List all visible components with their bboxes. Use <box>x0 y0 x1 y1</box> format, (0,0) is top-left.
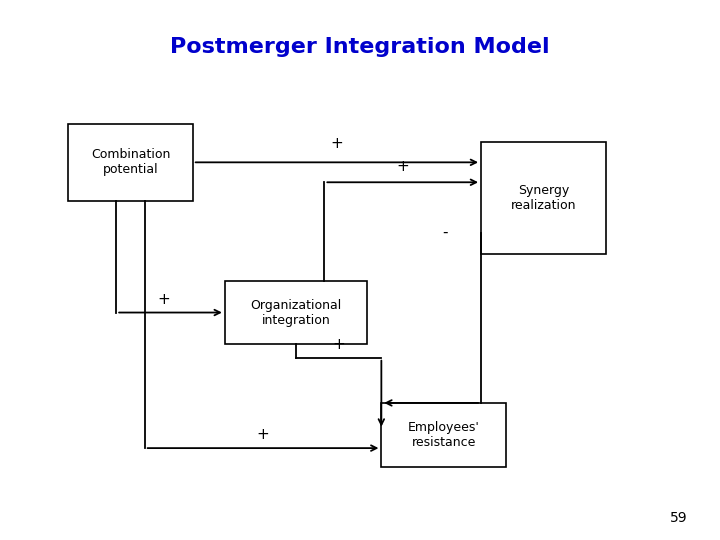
Text: +: + <box>157 292 170 307</box>
FancyBboxPatch shape <box>68 124 193 201</box>
Text: +: + <box>330 136 343 151</box>
Text: Organizational
integration: Organizational integration <box>251 299 341 327</box>
Text: Combination
potential: Combination potential <box>91 148 170 177</box>
Text: -: - <box>443 225 448 240</box>
Text: +: + <box>396 159 409 174</box>
FancyBboxPatch shape <box>225 281 367 345</box>
Text: +: + <box>332 337 345 352</box>
Text: Postmerger Integration Model: Postmerger Integration Model <box>170 37 550 57</box>
Text: Synergy
realization: Synergy realization <box>510 184 576 212</box>
FancyBboxPatch shape <box>382 403 506 467</box>
FancyBboxPatch shape <box>481 143 606 254</box>
Text: +: + <box>256 427 269 442</box>
Text: Employees'
resistance: Employees' resistance <box>408 421 480 449</box>
Text: 59: 59 <box>670 511 688 525</box>
